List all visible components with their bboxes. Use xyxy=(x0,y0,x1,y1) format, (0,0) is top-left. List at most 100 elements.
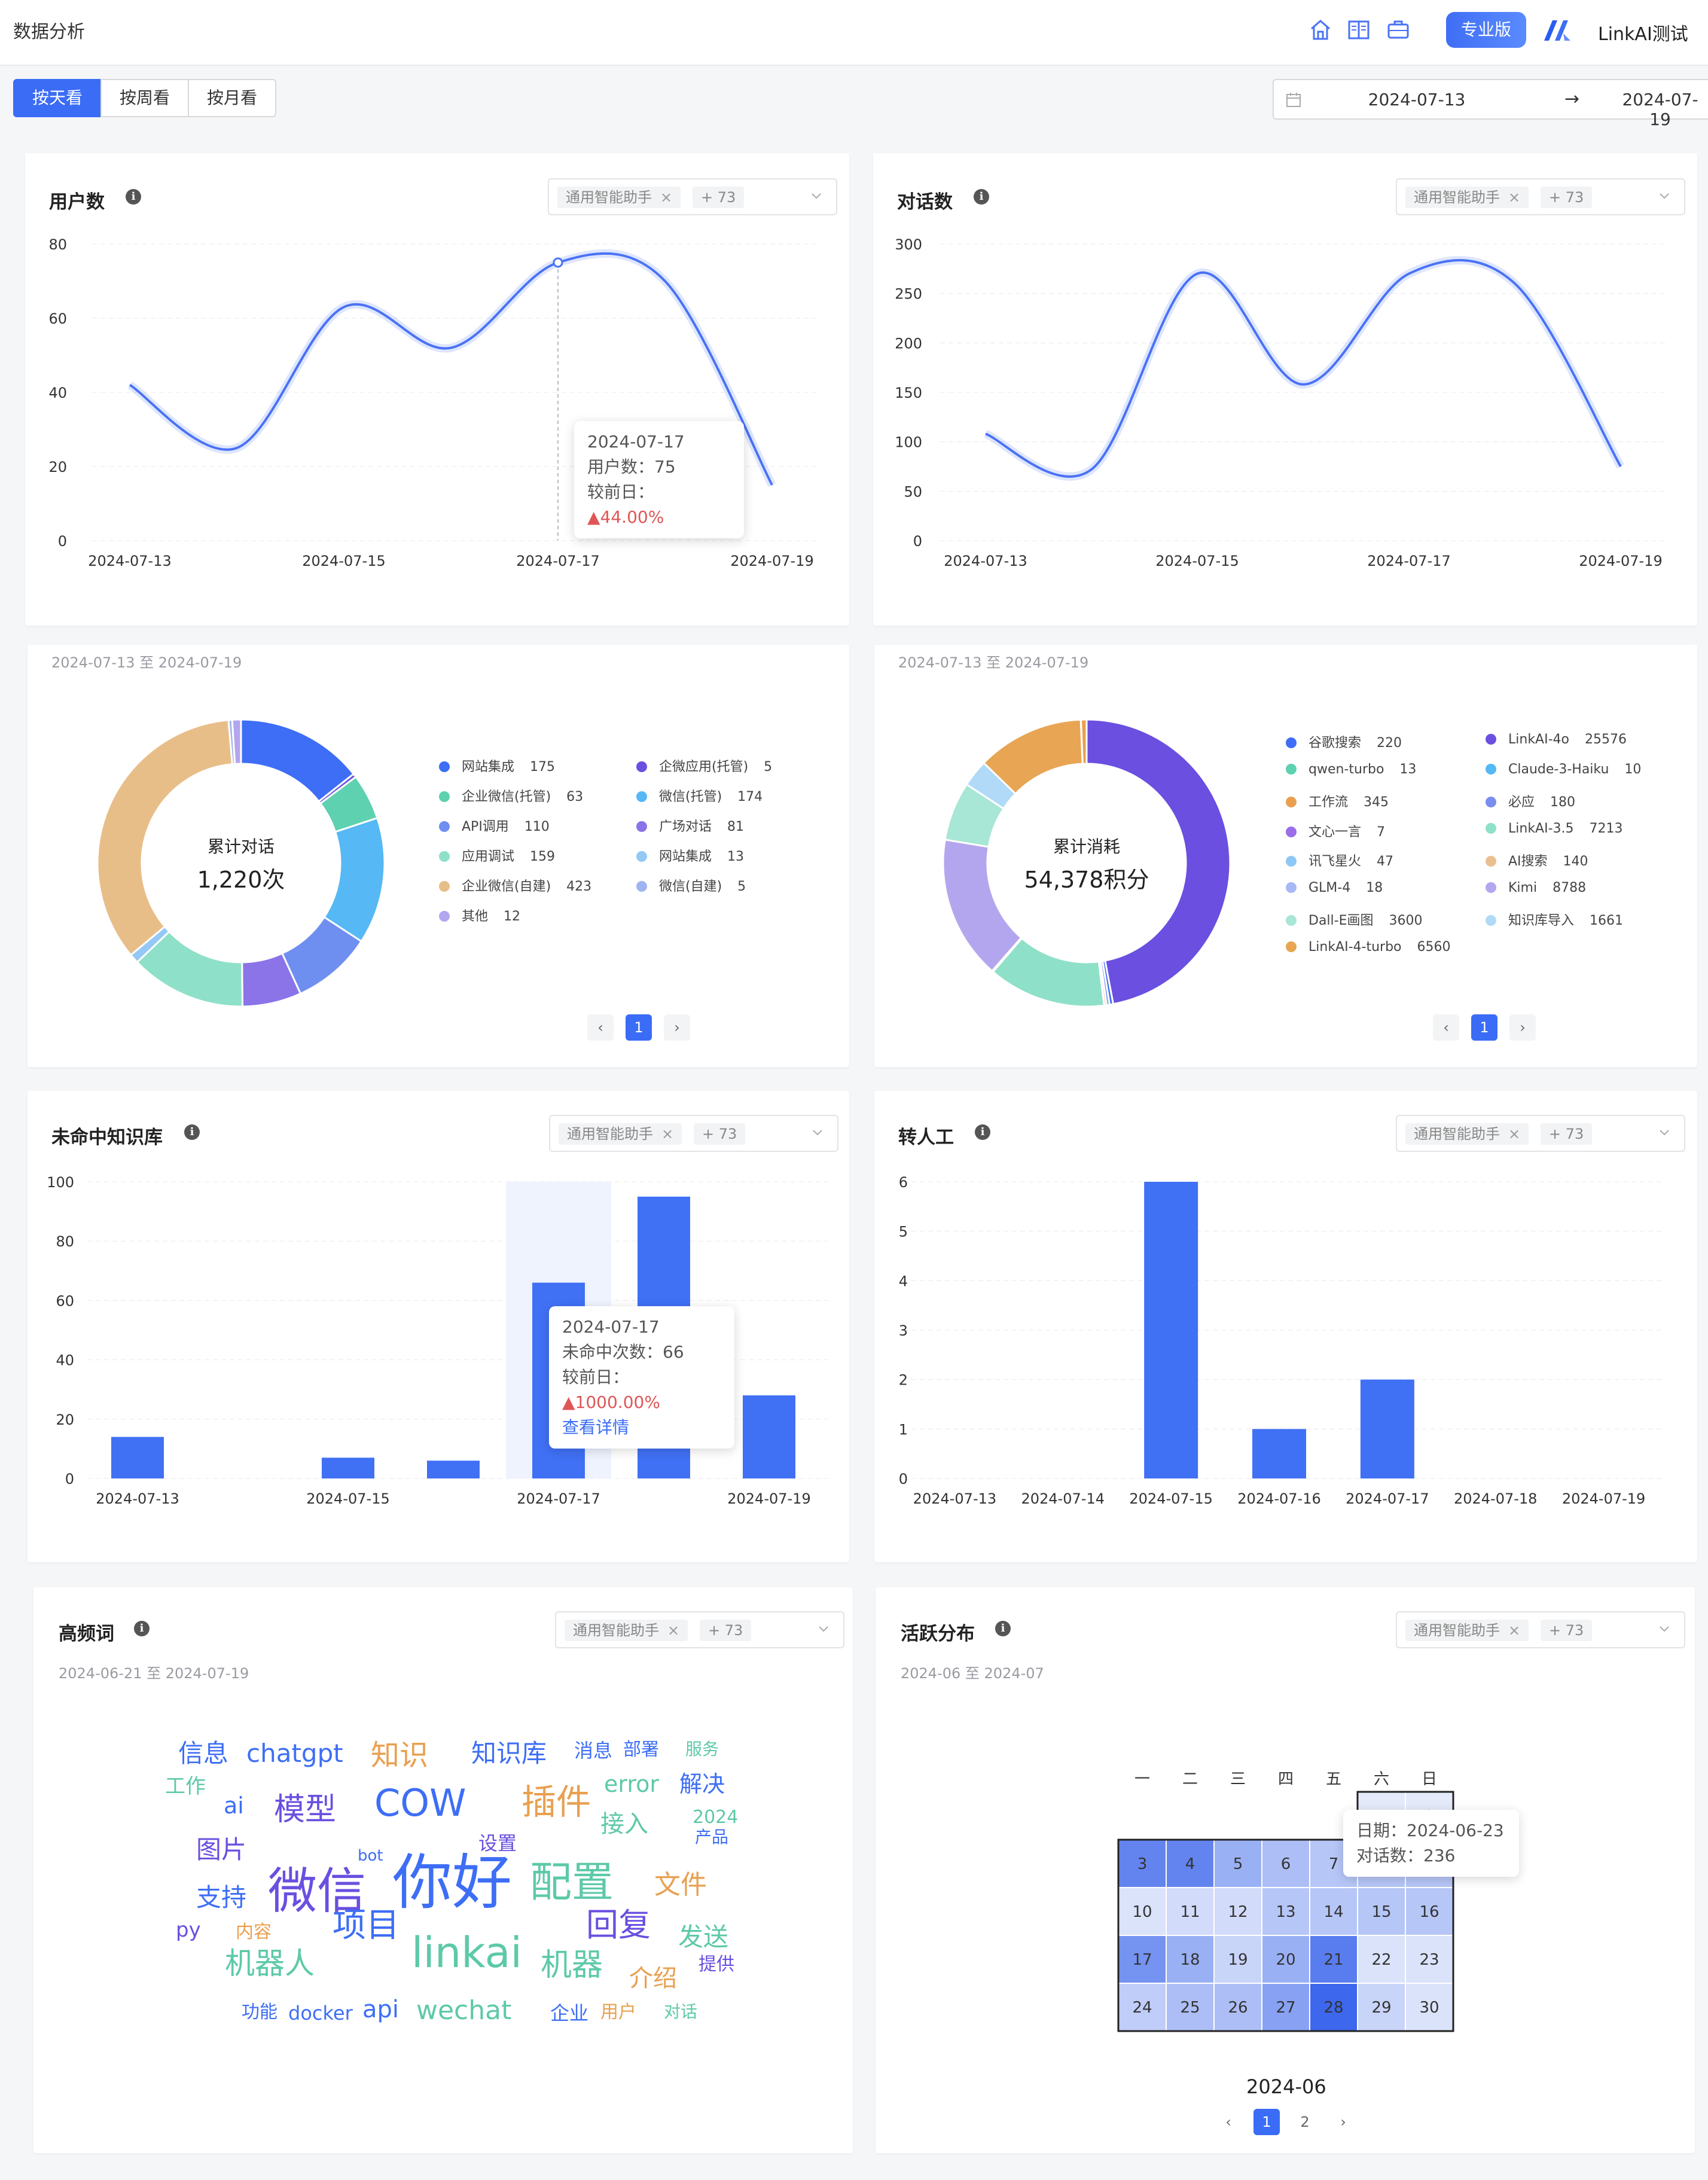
heatmap-cell[interactable]: 17 xyxy=(1118,1935,1166,1983)
legend-item[interactable]: Claude-3-Haiku 10 xyxy=(1486,762,1641,777)
view-details-link[interactable]: 查看详情 xyxy=(562,1417,630,1437)
info-icon[interactable]: i xyxy=(995,1621,1011,1636)
agent-select[interactable]: 通用智能助手 × + 73 xyxy=(1396,1611,1685,1648)
heatmap-cell[interactable]: 20 xyxy=(1262,1935,1310,1983)
page-2-button[interactable]: 2 xyxy=(1300,2114,1310,2130)
briefcase-icon[interactable] xyxy=(1386,17,1410,43)
brand-name[interactable]: LinkAI测试 xyxy=(1598,24,1688,45)
prev-page-button[interactable]: ‹ xyxy=(1433,1014,1459,1041)
legend-item[interactable]: AI搜索 140 xyxy=(1486,850,1588,870)
legend-item[interactable]: 应用调试 159 xyxy=(439,846,555,865)
legend-item[interactable]: 微信(托管) 174 xyxy=(636,786,762,805)
legend-item[interactable]: LinkAI-4o 25576 xyxy=(1486,732,1627,747)
heatmap-cell[interactable]: 12 xyxy=(1214,1888,1262,1935)
heatmap-cell[interactable]: 28 xyxy=(1310,1983,1358,2031)
agent-tag[interactable]: 通用智能助手 × xyxy=(1405,1123,1529,1145)
conversation-donut[interactable] xyxy=(94,716,388,1010)
heatmap-cell[interactable]: 14 xyxy=(1310,1888,1358,1935)
heatmap-cell[interactable]: 18 xyxy=(1166,1935,1214,1983)
info-icon[interactable]: i xyxy=(134,1621,150,1636)
agent-tag[interactable]: 通用智能助手 × xyxy=(557,187,681,208)
info-icon[interactable]: i xyxy=(974,189,989,205)
heatmap-cell[interactable]: 3 xyxy=(1118,1840,1166,1888)
heatmap-cell[interactable]: 5 xyxy=(1214,1840,1262,1888)
next-page-button[interactable]: › xyxy=(1509,1014,1536,1041)
close-icon[interactable]: × xyxy=(1508,189,1521,206)
agent-select[interactable]: 通用智能助手 × + 73 xyxy=(555,1611,844,1648)
next-page-button[interactable]: › xyxy=(664,1014,690,1041)
heatmap-cell[interactable]: 29 xyxy=(1358,1983,1405,2031)
heatmap-cell[interactable]: 4 xyxy=(1166,1840,1214,1888)
legend-item[interactable]: 文心一言 7 xyxy=(1286,821,1385,840)
page-1-button[interactable]: 1 xyxy=(626,1014,652,1041)
legend-item[interactable]: qwen-turbo 13 xyxy=(1286,762,1416,777)
next-page-button[interactable]: › xyxy=(1340,2114,1346,2130)
heatmap-cell[interactable]: 30 xyxy=(1405,1983,1453,2031)
heatmap-cell[interactable]: 25 xyxy=(1166,1983,1214,2031)
info-icon[interactable]: i xyxy=(184,1124,200,1140)
agent-tag[interactable]: 通用智能助手 × xyxy=(565,1620,688,1641)
tab-by-week[interactable]: 按周看 xyxy=(100,79,189,117)
legend-item[interactable]: LinkAI-4-turbo 6560 xyxy=(1286,940,1451,955)
dialogs-line-chart[interactable]: 0 50 100 150 200 250 300 2024-07-13 2024-07-15 20… xyxy=(873,237,1697,608)
date-range-picker[interactable]: 2024-07-13 → 2024-07-19 xyxy=(1273,79,1708,129)
heatmap-cell[interactable]: 10 xyxy=(1118,1888,1166,1935)
prev-page-button[interactable]: ‹ xyxy=(587,1014,614,1041)
heatmap-cell[interactable]: 22 xyxy=(1358,1935,1405,1983)
legend-item[interactable]: 工作流 345 xyxy=(1286,791,1389,810)
tab-by-month[interactable]: 按月看 xyxy=(188,79,276,117)
prev-page-button[interactable]: ‹ xyxy=(1225,2114,1231,2130)
agent-select[interactable]: 通用智能助手 × + 73 xyxy=(548,178,837,215)
agent-select[interactable]: 通用智能助手 × + 73 xyxy=(1396,178,1685,215)
heatmap-cell[interactable]: 23 xyxy=(1405,1935,1453,1983)
agent-tag[interactable]: 通用智能助手 × xyxy=(1405,1620,1529,1641)
heatmap-cell[interactable]: 24 xyxy=(1118,1983,1166,2031)
heatmap-cell[interactable]: 13 xyxy=(1262,1888,1310,1935)
activity-heatmap[interactable]: 一二三四五六日123456789101112131415161718192021… xyxy=(876,1587,1695,2153)
heatmap-cell[interactable]: 15 xyxy=(1358,1888,1405,1935)
human-bar-chart[interactable]: 0 1 2 3 4 5 6 2024-07-13 2024-07-14 2024-07-15 202… xyxy=(874,1175,1697,1545)
date-start[interactable]: 2024-07-13 xyxy=(1368,90,1466,109)
legend-item[interactable]: 必应 180 xyxy=(1486,791,1575,810)
pro-badge[interactable]: 专业版 xyxy=(1446,12,1526,48)
tab-by-day[interactable]: 按天看 xyxy=(13,79,102,117)
legend-item[interactable]: 知识库导入 1661 xyxy=(1486,910,1623,929)
close-icon[interactable]: × xyxy=(667,1622,680,1639)
page-1-button[interactable]: 1 xyxy=(1253,2109,1280,2135)
legend-item[interactable]: 谷歌搜索 220 xyxy=(1286,732,1402,751)
heatmap-cell[interactable]: 11 xyxy=(1166,1888,1214,1935)
legend-item[interactable]: 企微应用(托管) 5 xyxy=(636,756,772,775)
heatmap-cell[interactable]: 26 xyxy=(1214,1983,1262,2031)
page-1-button[interactable]: 1 xyxy=(1471,1014,1497,1041)
heatmap-cell[interactable]: 16 xyxy=(1405,1888,1453,1935)
legend-item[interactable]: 网站集成 13 xyxy=(636,846,744,865)
book-icon[interactable] xyxy=(1347,17,1371,43)
close-icon[interactable]: × xyxy=(1508,1622,1521,1639)
close-icon[interactable]: × xyxy=(661,1126,674,1142)
agent-select[interactable]: 通用智能助手 × + 73 xyxy=(1396,1115,1685,1152)
heatmap-cell[interactable]: 6 xyxy=(1262,1840,1310,1888)
heatmap-cell[interactable]: 27 xyxy=(1262,1983,1310,2031)
legend-item[interactable]: 微信(自建) 5 xyxy=(636,876,746,895)
date-end[interactable]: 2024-07-19 xyxy=(1622,90,1698,129)
legend-item[interactable]: 企业微信(自建) 423 xyxy=(439,876,591,895)
home-icon[interactable] xyxy=(1309,17,1332,43)
heatmap-cell[interactable]: 19 xyxy=(1214,1935,1262,1983)
close-icon[interactable]: × xyxy=(660,189,673,206)
close-icon[interactable]: × xyxy=(1508,1126,1521,1142)
agent-select[interactable]: 通用智能助手 × + 73 xyxy=(549,1115,838,1152)
legend-item[interactable]: Dall-E画图 3600 xyxy=(1286,910,1423,929)
info-icon[interactable]: i xyxy=(975,1124,990,1140)
legend-item[interactable]: 网站集成 175 xyxy=(439,756,555,775)
legend-item[interactable]: Kimi 8788 xyxy=(1486,880,1586,895)
legend-item[interactable]: 企业微信(托管) 63 xyxy=(439,786,583,805)
legend-item[interactable]: LinkAI-3.5 7213 xyxy=(1486,821,1623,836)
agent-tag[interactable]: 通用智能助手 × xyxy=(1405,187,1529,208)
credits-donut[interactable] xyxy=(940,716,1233,1010)
heatmap-cell[interactable]: 21 xyxy=(1310,1935,1358,1983)
info-icon[interactable]: i xyxy=(126,189,141,205)
legend-item[interactable]: 其他 12 xyxy=(439,905,520,925)
legend-item[interactable]: 广场对话 81 xyxy=(636,816,744,835)
legend-item[interactable]: API调用 110 xyxy=(439,816,550,835)
